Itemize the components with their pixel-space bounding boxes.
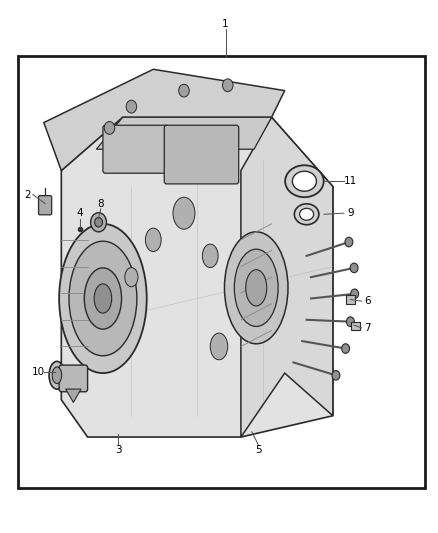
- Ellipse shape: [94, 284, 112, 313]
- Ellipse shape: [292, 171, 316, 191]
- Ellipse shape: [346, 317, 354, 326]
- Circle shape: [95, 217, 102, 227]
- Circle shape: [223, 79, 233, 92]
- Polygon shape: [66, 389, 81, 402]
- Text: 2: 2: [24, 190, 31, 199]
- Text: 10: 10: [32, 367, 45, 376]
- Bar: [18, 56, 425, 488]
- Ellipse shape: [351, 289, 359, 298]
- Circle shape: [179, 84, 189, 97]
- Ellipse shape: [294, 204, 319, 225]
- Ellipse shape: [125, 268, 138, 287]
- FancyBboxPatch shape: [164, 125, 239, 184]
- Text: 6: 6: [364, 296, 371, 306]
- Ellipse shape: [52, 367, 62, 384]
- Ellipse shape: [345, 237, 353, 247]
- Text: 3: 3: [115, 446, 122, 455]
- Ellipse shape: [342, 344, 350, 353]
- Ellipse shape: [49, 361, 65, 389]
- Text: 1: 1: [222, 19, 229, 29]
- Bar: [346, 295, 355, 304]
- FancyBboxPatch shape: [103, 125, 169, 173]
- Text: 11: 11: [344, 176, 357, 186]
- Polygon shape: [241, 117, 333, 437]
- Ellipse shape: [332, 370, 340, 380]
- FancyBboxPatch shape: [39, 196, 52, 215]
- Text: 5: 5: [255, 446, 262, 455]
- FancyBboxPatch shape: [59, 365, 88, 392]
- Polygon shape: [44, 69, 285, 171]
- Polygon shape: [96, 117, 272, 149]
- Ellipse shape: [84, 268, 121, 329]
- Ellipse shape: [59, 224, 147, 373]
- Ellipse shape: [210, 333, 228, 360]
- Circle shape: [91, 213, 106, 232]
- Ellipse shape: [224, 232, 288, 344]
- Polygon shape: [61, 117, 333, 437]
- Text: 7: 7: [364, 323, 371, 333]
- Ellipse shape: [145, 228, 161, 252]
- Ellipse shape: [202, 244, 218, 268]
- Text: 4: 4: [77, 208, 84, 218]
- Bar: [351, 322, 360, 330]
- Text: 8: 8: [97, 199, 104, 208]
- Ellipse shape: [300, 208, 314, 220]
- Ellipse shape: [285, 165, 324, 197]
- Ellipse shape: [246, 270, 267, 306]
- Ellipse shape: [234, 249, 278, 326]
- Circle shape: [104, 122, 115, 134]
- Ellipse shape: [173, 197, 195, 229]
- Ellipse shape: [69, 241, 137, 356]
- Text: 9: 9: [347, 208, 354, 218]
- Circle shape: [126, 100, 137, 113]
- Ellipse shape: [350, 263, 358, 273]
